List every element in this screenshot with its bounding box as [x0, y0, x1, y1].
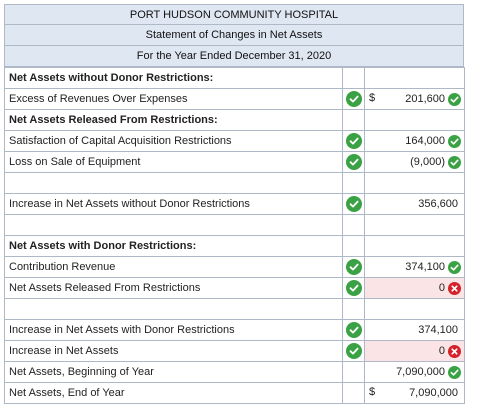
row-label: Increase in Net Assets with Donor Restri…	[4, 319, 343, 341]
amount-cell[interactable]: (9,000)	[364, 151, 465, 173]
statement-row: Net Assets Released From Restrictions:	[4, 109, 465, 131]
statement-row: Satisfaction of Capital Acquisition Rest…	[4, 130, 465, 152]
dollar-sign: $	[369, 92, 376, 104]
amount-value: 374,100	[405, 261, 445, 273]
label-check-cell	[342, 319, 365, 341]
row-label: Net Assets Released From Restrictions	[4, 277, 343, 299]
label-check-cell	[342, 172, 365, 194]
amount-cell[interactable]: $201,600	[364, 88, 465, 110]
label-check-cell	[342, 67, 365, 89]
check-icon	[448, 92, 461, 106]
check-icon	[448, 365, 461, 379]
row-label	[4, 214, 343, 236]
row-label: Contribution Revenue	[4, 256, 343, 278]
check-icon	[345, 154, 362, 170]
spacer-row	[4, 298, 465, 320]
amount-value: 0	[438, 345, 445, 357]
amount-cell[interactable]: $7,090,000	[364, 382, 465, 404]
label-check-cell	[342, 193, 365, 215]
dollar-sign: $	[369, 386, 376, 398]
amount-value: 7,090,000	[396, 366, 445, 378]
check-icon	[345, 196, 362, 212]
label-check-cell	[342, 382, 365, 404]
amount-cell	[364, 235, 465, 257]
check-icon	[448, 155, 461, 169]
check-icon	[345, 322, 362, 338]
label-check-cell	[342, 151, 365, 173]
check-icon	[345, 280, 362, 296]
amount-cell[interactable]: 356,600	[364, 193, 465, 215]
section-heading: Net Assets with Donor Restrictions:	[4, 235, 343, 257]
statement-row: Net Assets without Donor Restrictions:	[4, 67, 465, 89]
label-check-cell	[342, 298, 365, 320]
statement-row: Contribution Revenue 374,100	[4, 256, 465, 278]
amount-cell	[364, 172, 465, 194]
label-check-cell	[342, 88, 365, 110]
statement-sheet: PORT HUDSON COMMUNITY HOSPITAL Statement…	[4, 4, 465, 404]
row-label: Increase in Net Assets without Donor Res…	[4, 193, 343, 215]
section-heading: Net Assets without Donor Restrictions:	[4, 67, 343, 89]
label-check-cell	[342, 340, 365, 362]
amount-cell	[364, 214, 465, 236]
statement-row: Increase in Net Assets 0	[4, 340, 465, 362]
amount-value: 201,600	[405, 93, 445, 105]
amount-cell[interactable]: 0	[364, 340, 465, 362]
label-check-cell	[342, 235, 365, 257]
statement-row: Net Assets, End of Year $7,090,000	[4, 382, 465, 404]
check-icon	[345, 259, 362, 275]
amount-value: 7,090,000	[409, 387, 458, 399]
label-check-cell	[342, 277, 365, 299]
statement-row: Increase in Net Assets with Donor Restri…	[4, 319, 465, 341]
row-label	[4, 298, 343, 320]
check-icon	[448, 134, 461, 148]
amount-value: 356,600	[418, 198, 458, 210]
statement-row: Net Assets, Beginning of Year 7,090,000	[4, 361, 465, 383]
error-icon	[448, 281, 461, 295]
row-label: Satisfaction of Capital Acquisition Rest…	[4, 130, 343, 152]
amount-cell[interactable]: 0	[364, 277, 465, 299]
spacer-row	[4, 172, 465, 194]
org-name: PORT HUDSON COMMUNITY HOSPITAL	[4, 4, 464, 25]
check-icon	[345, 91, 362, 107]
amount-value: 164,000	[405, 135, 445, 147]
row-label: Increase in Net Assets	[4, 340, 343, 362]
check-icon	[448, 260, 461, 274]
label-check-cell	[342, 361, 365, 383]
check-icon	[345, 133, 362, 149]
label-check-cell	[342, 214, 365, 236]
statement-period: For the Year Ended December 31, 2020	[4, 46, 464, 67]
amount-cell	[364, 298, 465, 320]
amount-cell	[364, 109, 465, 131]
amount-cell[interactable]: 164,000	[364, 130, 465, 152]
row-label	[4, 172, 343, 194]
section-heading: Net Assets Released From Restrictions:	[4, 109, 343, 131]
amount-cell	[364, 67, 465, 89]
amount-cell[interactable]: 374,100	[364, 319, 465, 341]
statement-title: Statement of Changes in Net Assets	[4, 25, 464, 46]
statement-row: Net Assets Released From Restrictions 0	[4, 277, 465, 299]
row-label: Net Assets, Beginning of Year	[4, 361, 343, 383]
label-check-cell	[342, 130, 365, 152]
label-check-cell	[342, 256, 365, 278]
amount-value: 0	[438, 282, 445, 294]
row-label: Net Assets, End of Year	[4, 382, 343, 404]
statement-row: Excess of Revenues Over Expenses $201,600	[4, 88, 465, 110]
row-label: Excess of Revenues Over Expenses	[4, 88, 343, 110]
statement-row: Increase in Net Assets without Donor Res…	[4, 193, 465, 215]
error-icon	[448, 344, 461, 358]
amount-cell[interactable]: 7,090,000	[364, 361, 465, 383]
statement-row: Net Assets with Donor Restrictions:	[4, 235, 465, 257]
amount-value: 374,100	[418, 324, 458, 336]
statement-row: Loss on Sale of Equipment (9,000)	[4, 151, 465, 173]
spacer-row	[4, 214, 465, 236]
amount-cell[interactable]: 374,100	[364, 256, 465, 278]
statement-table: Net Assets without Donor Restrictions: Ex…	[4, 67, 465, 404]
row-label: Loss on Sale of Equipment	[4, 151, 343, 173]
label-check-cell	[342, 109, 365, 131]
check-icon	[345, 343, 362, 359]
amount-value: (9,000)	[410, 156, 445, 168]
